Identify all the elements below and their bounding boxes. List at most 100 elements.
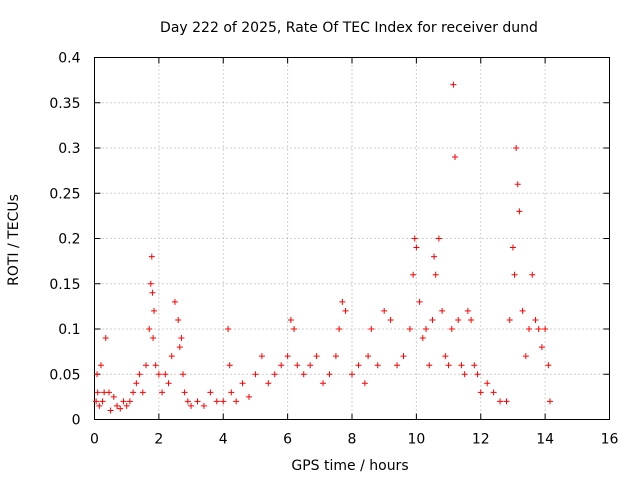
data-point bbox=[477, 389, 484, 396]
data-point bbox=[130, 389, 137, 396]
data-point bbox=[171, 298, 178, 305]
data-point bbox=[416, 298, 423, 305]
data-point bbox=[300, 371, 307, 378]
data-point bbox=[431, 253, 438, 260]
data-point bbox=[110, 393, 117, 400]
data-point bbox=[94, 389, 101, 396]
data-point bbox=[233, 398, 240, 405]
y-tick-label: 0.25 bbox=[49, 186, 80, 202]
data-point bbox=[450, 81, 457, 88]
data-point bbox=[445, 362, 452, 369]
y-tick-label: 0 bbox=[72, 413, 81, 429]
data-point bbox=[213, 398, 220, 405]
y-tick-label: 0.3 bbox=[58, 141, 80, 157]
data-point bbox=[535, 326, 542, 332]
data-point bbox=[159, 389, 166, 396]
data-point bbox=[458, 362, 465, 369]
data-point bbox=[102, 335, 109, 342]
data-points bbox=[93, 81, 553, 414]
data-point bbox=[94, 371, 101, 378]
data-point bbox=[207, 389, 214, 396]
data-point bbox=[413, 244, 420, 251]
data-point bbox=[423, 326, 430, 332]
data-point bbox=[152, 362, 159, 369]
data-point bbox=[468, 316, 475, 323]
chart-title: Day 222 of 2025, Rate Of TEC Index for r… bbox=[160, 20, 538, 36]
data-point bbox=[545, 362, 552, 369]
data-point bbox=[332, 353, 339, 360]
data-point bbox=[419, 335, 426, 342]
data-point bbox=[294, 362, 301, 369]
y-tick-label: 0.15 bbox=[49, 277, 80, 293]
data-point bbox=[136, 371, 143, 378]
x-tick-label: 16 bbox=[601, 432, 619, 448]
data-point bbox=[464, 307, 471, 314]
data-point bbox=[162, 371, 169, 378]
data-point bbox=[176, 344, 183, 351]
data-point bbox=[228, 389, 235, 396]
data-point bbox=[455, 316, 462, 323]
data-point bbox=[542, 326, 549, 332]
x-tick-label: 2 bbox=[154, 432, 163, 448]
data-point bbox=[151, 307, 158, 314]
data-point bbox=[278, 362, 285, 369]
data-point bbox=[522, 353, 529, 360]
data-point bbox=[387, 316, 394, 323]
data-point bbox=[374, 362, 381, 369]
data-point bbox=[519, 307, 526, 314]
data-point bbox=[503, 398, 510, 405]
data-point bbox=[355, 362, 362, 369]
y-tick-label: 0.2 bbox=[58, 232, 80, 248]
data-point bbox=[148, 253, 155, 260]
data-point bbox=[97, 362, 104, 369]
data-point bbox=[484, 380, 491, 387]
data-point bbox=[411, 235, 418, 242]
data-point bbox=[175, 316, 182, 323]
data-point bbox=[532, 316, 539, 323]
data-point bbox=[194, 398, 201, 405]
y-tick-label: 0.4 bbox=[58, 51, 80, 67]
data-point bbox=[429, 316, 436, 323]
data-point bbox=[225, 326, 232, 332]
data-point bbox=[220, 398, 227, 405]
data-point bbox=[126, 398, 133, 405]
data-point bbox=[139, 389, 146, 396]
data-point bbox=[514, 181, 521, 188]
x-tick-label: 6 bbox=[283, 432, 292, 448]
data-point bbox=[252, 371, 259, 378]
data-point bbox=[432, 271, 439, 278]
data-point bbox=[143, 362, 149, 369]
x-tick-label: 12 bbox=[472, 432, 490, 448]
data-point bbox=[188, 402, 195, 409]
data-point bbox=[239, 380, 246, 387]
data-point bbox=[99, 398, 106, 405]
data-point bbox=[506, 316, 513, 323]
data-point bbox=[342, 307, 349, 314]
data-point bbox=[93, 398, 100, 405]
data-point bbox=[538, 344, 545, 351]
data-point bbox=[150, 335, 157, 342]
data-point bbox=[313, 353, 320, 360]
data-point bbox=[133, 380, 140, 387]
data-point bbox=[435, 235, 442, 242]
data-point bbox=[178, 335, 185, 342]
data-point bbox=[442, 353, 449, 360]
data-point bbox=[513, 145, 520, 151]
y-tick-label: 0.1 bbox=[58, 322, 80, 338]
y-tick-label: 0.35 bbox=[49, 96, 80, 112]
data-point bbox=[509, 244, 516, 251]
data-point bbox=[448, 326, 455, 332]
data-point bbox=[365, 353, 372, 360]
data-point bbox=[114, 402, 121, 409]
data-point bbox=[265, 380, 272, 387]
data-point bbox=[368, 326, 375, 332]
data-point bbox=[410, 271, 417, 278]
data-point bbox=[426, 362, 433, 369]
data-point bbox=[516, 208, 523, 215]
data-point bbox=[200, 402, 207, 409]
data-point bbox=[184, 398, 191, 405]
data-point bbox=[107, 407, 114, 414]
x-tick-label: 4 bbox=[219, 432, 228, 448]
data-point bbox=[287, 316, 294, 323]
